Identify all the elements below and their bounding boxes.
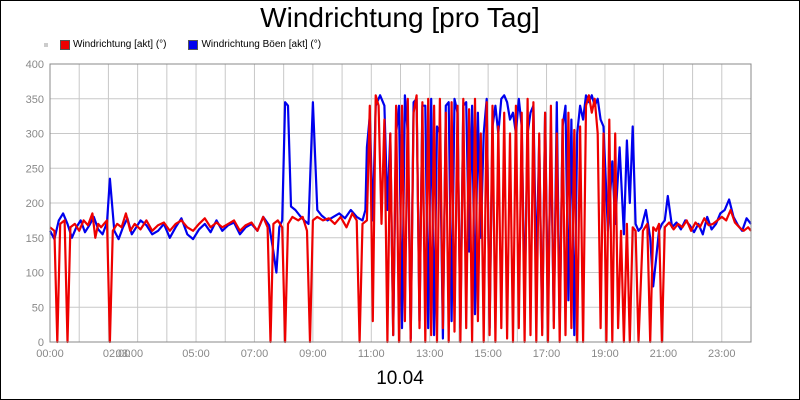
x-tick-label: 23:00 [708,348,736,360]
y-tick-label: 0 [38,337,44,349]
y-tick-label: 100 [26,268,44,280]
plot-border [49,63,752,343]
legend-item-windrichtung-boeen: Windrichtung Böen [akt] (°) [188,39,321,50]
x-tick-label: 19:00 [591,348,619,360]
legend-marker-dot [44,42,48,47]
x-tick-label: 15:00 [474,348,502,360]
legend-item-windrichtung: Windrichtung [akt] (°) [60,39,166,50]
x-tick-label: 00:00 [36,348,64,360]
y-tick-label: 50 [32,302,44,314]
chart-series-layer [49,94,752,344]
x-tick-label: 13:00 [416,348,444,360]
x-axis-date-label: 10.04 [376,368,424,389]
x-tick-label: 09:00 [299,348,327,360]
y-tick-label: 250 [26,163,44,175]
x-tick-label: 05:00 [182,348,210,360]
x-tick-label: 07:00 [241,348,269,360]
legend-label-windrichtung-boeen: Windrichtung Böen [akt] (°) [201,39,322,50]
y-tick-label: 350 [26,94,44,106]
legend-label-windrichtung: Windrichtung [akt] (°) [73,39,167,50]
x-tick-label: 11:00 [358,348,385,360]
x-tick-label: 21:00 [650,348,678,360]
y-tick-label: 150 [26,233,44,245]
series-line-0 [49,94,752,340]
series-line-1 [49,94,752,344]
chart-legend: Windrichtung [akt] (°) Windrichtung Böen… [44,39,343,50]
legend-swatch-windrichtung [60,39,70,50]
chart-title: Windrichtung [pro Tag] [260,2,540,33]
x-tick-label: 17:00 [533,348,561,360]
legend-swatch-windrichtung-boeen [188,39,199,50]
y-tick-label: 300 [26,129,44,141]
x-tick-label: 02:00 [103,348,131,360]
y-tick-label: 200 [26,198,44,210]
x-tick-label: 03:00 [116,348,144,360]
y-tick-label: 400 [26,59,44,71]
